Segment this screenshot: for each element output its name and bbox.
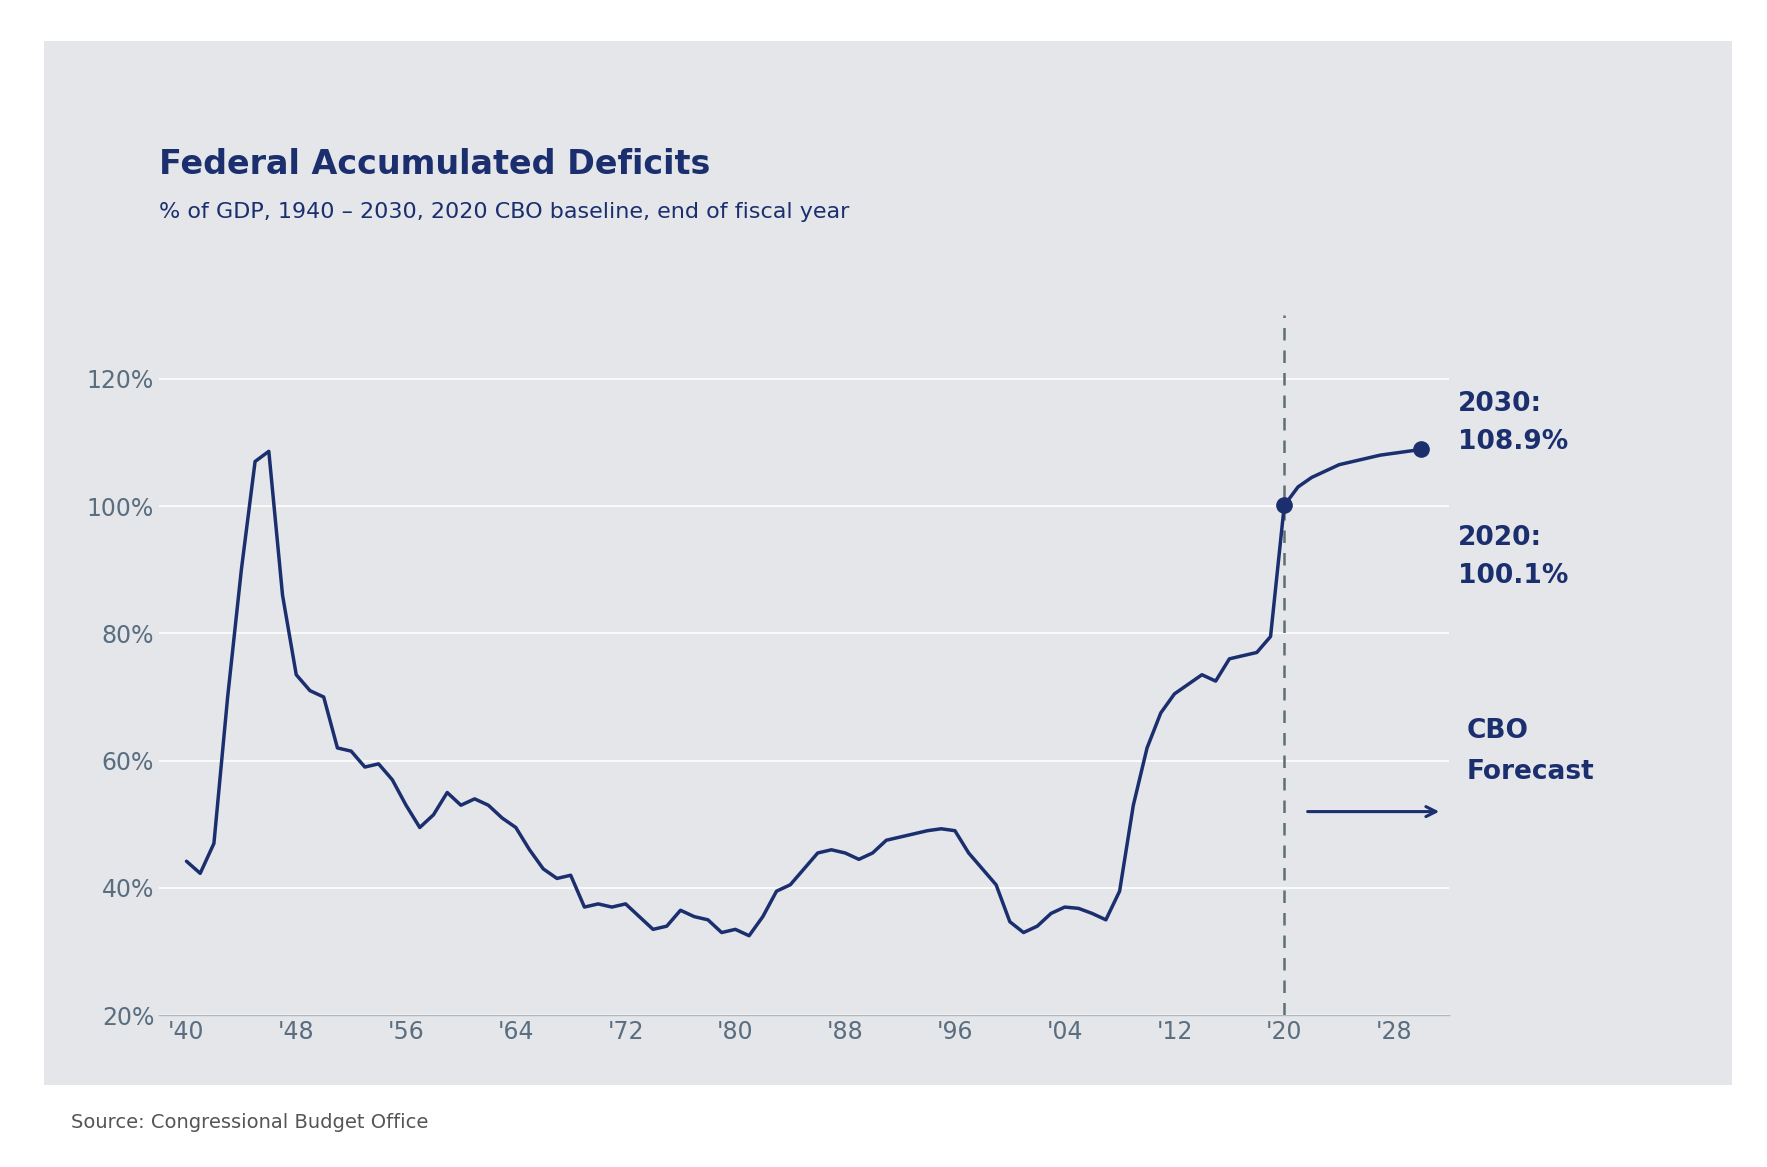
Text: Forecast: Forecast xyxy=(1467,760,1594,785)
Text: 2030:: 2030: xyxy=(1458,391,1543,418)
Text: 2020:: 2020: xyxy=(1458,525,1543,551)
Text: CBO: CBO xyxy=(1467,719,1528,745)
Text: 108.9%: 108.9% xyxy=(1458,429,1567,455)
Text: % of GDP, 1940 – 2030, 2020 CBO baseline, end of fiscal year: % of GDP, 1940 – 2030, 2020 CBO baseline… xyxy=(159,202,850,222)
Text: Federal Accumulated Deficits: Federal Accumulated Deficits xyxy=(159,148,710,181)
Text: Source: Congressional Budget Office: Source: Congressional Budget Office xyxy=(71,1113,428,1132)
Text: 100.1%: 100.1% xyxy=(1458,562,1567,589)
